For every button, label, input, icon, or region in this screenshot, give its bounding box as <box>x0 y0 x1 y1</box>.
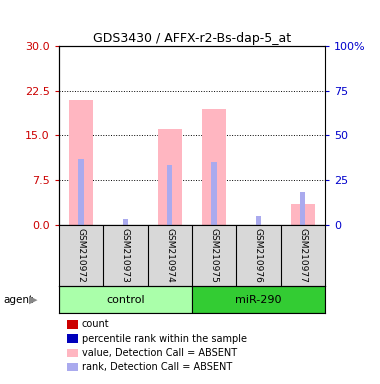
Text: ▶: ▶ <box>28 295 37 305</box>
Bar <box>78 159 84 225</box>
Bar <box>69 100 93 225</box>
Text: control: control <box>106 295 145 305</box>
Bar <box>59 286 192 313</box>
Text: agent: agent <box>4 295 34 305</box>
Text: count: count <box>82 319 109 329</box>
Text: percentile rank within the sample: percentile rank within the sample <box>82 334 247 344</box>
Text: GSM210976: GSM210976 <box>254 228 263 283</box>
Text: value, Detection Call = ABSENT: value, Detection Call = ABSENT <box>82 348 237 358</box>
Bar <box>300 192 306 225</box>
Bar <box>211 162 217 225</box>
Text: rank, Detection Call = ABSENT: rank, Detection Call = ABSENT <box>82 362 232 372</box>
Text: GSM210974: GSM210974 <box>165 228 174 283</box>
Text: miR-290: miR-290 <box>235 295 282 305</box>
Bar <box>158 129 182 225</box>
Text: GSM210972: GSM210972 <box>76 228 86 283</box>
Bar <box>167 165 173 225</box>
Text: GSM210977: GSM210977 <box>298 228 307 283</box>
Bar <box>202 109 226 225</box>
Bar <box>256 216 261 225</box>
Title: GDS3430 / AFFX-r2-Bs-dap-5_at: GDS3430 / AFFX-r2-Bs-dap-5_at <box>93 32 291 45</box>
Bar <box>123 219 128 225</box>
Bar <box>291 204 315 225</box>
Bar <box>192 286 325 313</box>
Text: GSM210973: GSM210973 <box>121 228 130 283</box>
Text: GSM210975: GSM210975 <box>209 228 218 283</box>
